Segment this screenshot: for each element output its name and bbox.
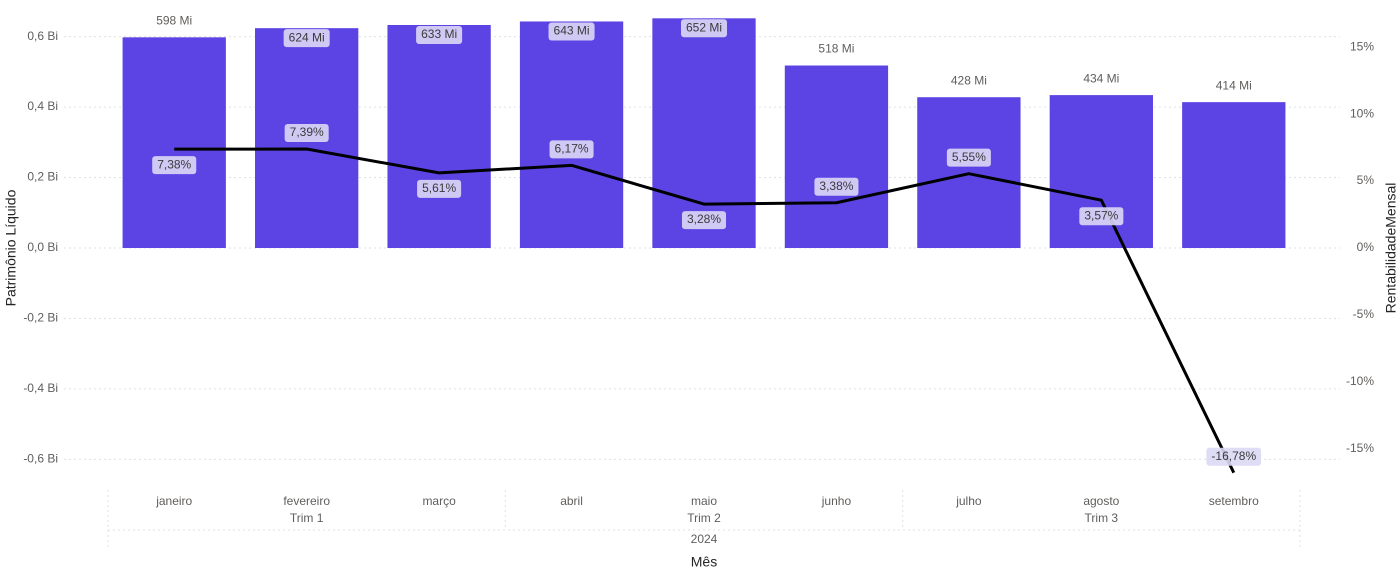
line <box>174 147 1236 474</box>
y2-tick-label: -15% <box>1346 441 1374 455</box>
label-background <box>152 156 197 175</box>
label-background <box>681 211 727 230</box>
x-tick-label: janeiro <box>155 494 192 508</box>
y2-tick-label: -10% <box>1346 374 1374 388</box>
bar-value-label: 428 Mi <box>951 73 987 87</box>
x-tick-label: setembro <box>1209 494 1259 508</box>
label-background <box>549 140 594 159</box>
label-background <box>1079 207 1124 226</box>
bar <box>784 65 889 249</box>
y2-tick-label: 15% <box>1350 39 1374 53</box>
label-background <box>548 22 595 41</box>
x-tick-label: abril <box>560 494 583 508</box>
bar <box>1182 102 1286 248</box>
y-axis-title: Patrimônio Líquido <box>3 189 19 306</box>
bar <box>387 24 491 249</box>
x-tick-label: maio <box>691 494 717 508</box>
y-tick-label: 0,0 Bi <box>27 240 58 254</box>
line-value-label: 7,38% <box>157 157 191 171</box>
y2-tick-label: 10% <box>1350 106 1374 120</box>
label-background <box>283 29 330 48</box>
label-background <box>284 124 329 143</box>
x-tick-label: julho <box>955 494 982 508</box>
bar <box>122 37 226 248</box>
y-tick-label: 0,2 Bi <box>27 170 58 184</box>
label-background <box>417 179 462 198</box>
bar <box>652 18 756 249</box>
bar-value-label: 652 Mi <box>686 20 722 34</box>
y-tick-label: 0,6 Bi <box>27 29 58 43</box>
bar-value-label: 643 Mi <box>554 24 590 38</box>
label-background <box>946 148 991 167</box>
year-label: 2024 <box>691 532 718 546</box>
line-value-label: 5,61% <box>422 181 456 195</box>
y2-tick-label: 0% <box>1357 240 1375 254</box>
y-tick-label: 0,4 Bi <box>27 99 58 113</box>
line-value-label: 3,38% <box>819 179 853 193</box>
y-tick-label: -0,4 Bi <box>23 381 58 395</box>
y-tick-label: -0,2 Bi <box>23 311 58 325</box>
quarter-label: Trim 2 <box>687 511 721 525</box>
y2-tick-label: 5% <box>1357 173 1375 187</box>
bar-value-label: 598 Mi <box>156 13 192 27</box>
x-tick-label: março <box>422 494 456 508</box>
label-background <box>416 25 463 44</box>
bar-value-label: 633 Mi <box>421 27 457 41</box>
x-axis-title: Mês <box>691 554 717 570</box>
label-background <box>680 19 728 38</box>
bar-value-label: 624 Mi <box>289 30 325 44</box>
quarter-label: Trim 1 <box>290 511 324 525</box>
line-value-label: 3,57% <box>1084 208 1118 222</box>
x-tick-label: agosto <box>1083 494 1119 508</box>
line-value-label: 6,17% <box>555 142 589 156</box>
quarter-label: Trim 3 <box>1085 511 1119 525</box>
y2-axis-title: RentabilidadeMensal <box>1383 183 1399 314</box>
y2-tick-label: -5% <box>1353 307 1375 321</box>
bar-value-label: 518 Mi <box>818 42 854 56</box>
line-value-label: -16,78% <box>1211 449 1256 463</box>
line-value-label: 5,55% <box>952 150 986 164</box>
label-background <box>1206 447 1262 466</box>
bar <box>519 21 624 248</box>
x-tick-label: junho <box>821 494 852 508</box>
bar-value-label: 414 Mi <box>1216 78 1252 92</box>
y-tick-label: -0,6 Bi <box>23 452 58 466</box>
label-background <box>814 177 859 196</box>
line-value-label: 3,28% <box>687 212 721 226</box>
line-value-label: 7,39% <box>290 125 324 139</box>
x-tick-label: fevereiro <box>283 494 330 508</box>
bar-value-label: 434 Mi <box>1083 71 1119 85</box>
